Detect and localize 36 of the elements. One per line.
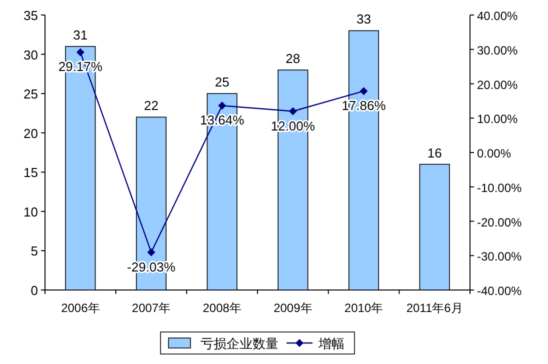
y2-tick-label: 0.00% [477,146,512,160]
y-tick-label: 15 [24,165,38,180]
data-label: 25 [214,74,230,90]
data-label: 31 [73,27,88,42]
legend-label: 增幅 [318,336,344,351]
x-tick-label: 2006年 [61,301,100,315]
data-label: 16 [427,145,442,160]
data-label: 28 [286,51,300,66]
x-tick-label: 2011年6月 [406,301,463,315]
y2-tick-label: 20.00% [477,78,518,92]
y2-tick-label: 30.00% [477,43,518,58]
y2-tick-label: 40.00% [477,9,518,23]
point [288,107,297,116]
point [76,48,84,56]
y2-tick-label: -30.00% [477,250,522,264]
data-label: 33 [356,12,371,27]
y2-tick-label: -10.00% [477,180,522,195]
x-tick-label: 2008年 [202,301,242,315]
legend-label: 亏损企业数量 [200,336,278,351]
x-tick-label: 2009年 [274,301,312,315]
point [147,248,156,256]
x-tick-label: 2010年 [344,301,384,315]
y-tick-label: 0 [30,283,38,298]
point [218,102,226,110]
y-tick-label: 30 [24,47,38,62]
y-tick-label: 20 [24,126,38,141]
x-tick-label: 2007年 [132,301,171,315]
y2-tick-label: -40.00% [477,284,522,298]
point [360,87,368,96]
y2-tick-label: -20.00% [477,215,522,230]
y-tick-label: 5 [30,244,38,259]
y-tick-label: 35 [24,8,38,23]
y2-tick-label: 10.00% [477,112,518,126]
data-label: 22 [144,98,158,114]
y-tick-label: 25 [24,86,38,102]
y-tick-label: 10 [24,204,38,220]
